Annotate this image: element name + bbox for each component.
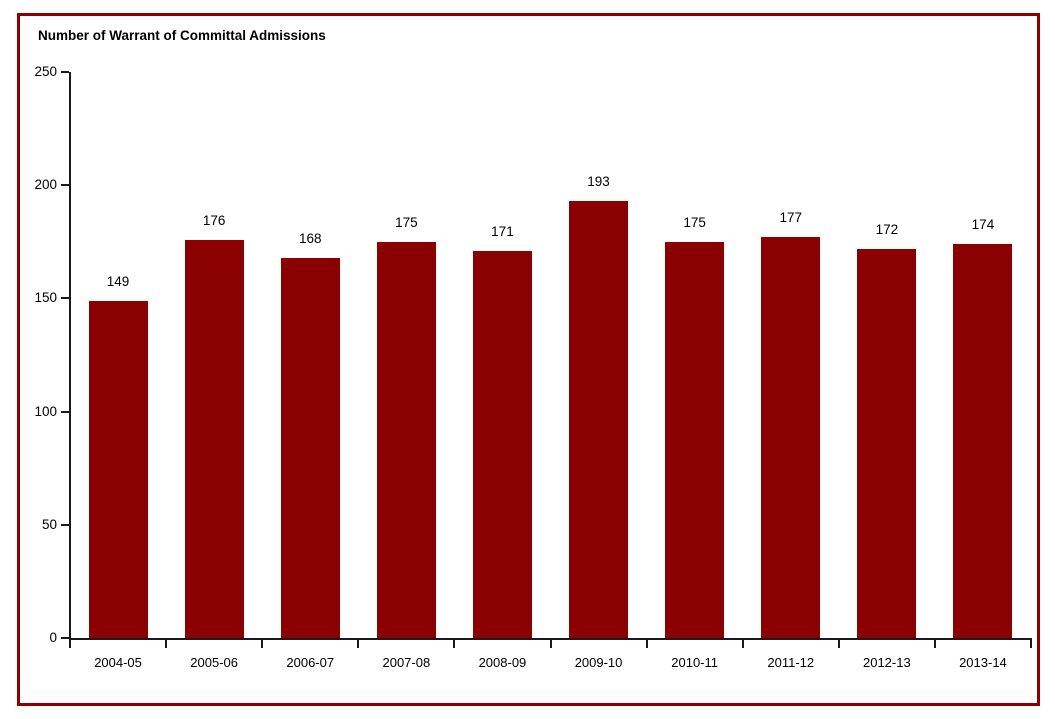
x-axis-tick [741, 640, 744, 648]
x-tick-label: 2012-13 [862, 655, 911, 670]
x-axis-tick [69, 640, 71, 648]
x-tick-label: 2009-10 [574, 655, 623, 670]
y-tick-label: 0 [49, 630, 57, 645]
bar-value-label: 175 [683, 214, 706, 230]
y-tick-label: 200 [34, 177, 57, 193]
x-axis-tick [453, 640, 456, 648]
y-tick-label: 50 [41, 516, 57, 532]
x-tick-label: 2010-11 [671, 655, 719, 670]
bar-2011-12 [761, 237, 821, 638]
y-axis-tick [61, 523, 69, 526]
x-axis-tick [165, 640, 168, 648]
y-axis-tick [61, 297, 69, 300]
y-tick-label: 250 [34, 64, 57, 79]
x-tick-label: 2011-12 [767, 655, 815, 670]
bar-value-label: 172 [875, 221, 899, 237]
bar-value-label: 193 [587, 174, 610, 190]
bar-2010-11 [665, 241, 725, 638]
x-axis-tick [357, 640, 360, 648]
x-axis-tick [837, 640, 840, 648]
y-axis-tick [61, 637, 69, 639]
bar-2007-08 [376, 241, 436, 638]
bar-2013-14 [953, 244, 1013, 638]
y-axis-tick [61, 71, 69, 73]
bar-value-label: 177 [779, 210, 803, 226]
bar-value-label: 171 [491, 223, 514, 239]
y-tick-label: 100 [34, 403, 57, 419]
bar-2008-09 [472, 250, 532, 638]
x-axis-tick [261, 640, 264, 648]
bar-value-label: 168 [298, 230, 322, 246]
bar-2004-05 [88, 300, 148, 638]
y-tick-label: 150 [34, 290, 57, 306]
x-tick-label: 2007-08 [382, 655, 431, 670]
x-tick-label: 2005-06 [190, 655, 238, 670]
x-tick-label: 2004-05 [94, 655, 142, 670]
bar-2012-13 [857, 248, 917, 638]
y-axis-tick [61, 184, 69, 187]
bar-value-label: 149 [106, 273, 130, 289]
chart-title: Number of Warrant of Committal Admission… [38, 28, 326, 43]
bar-value-label: 176 [202, 212, 226, 228]
x-axis-tick [933, 640, 936, 648]
x-axis-tick [1030, 640, 1032, 648]
x-tick-label: 2013-14 [959, 655, 1007, 670]
x-axis [69, 638, 1032, 640]
bar-value-label: 175 [395, 214, 418, 230]
bar-2005-06 [184, 239, 244, 638]
bar-2009-10 [569, 201, 629, 638]
x-axis-tick [645, 640, 648, 648]
x-axis-tick [549, 640, 552, 648]
x-tick-label: 2006-07 [286, 655, 335, 670]
y-axis [69, 72, 71, 640]
x-tick-label: 2008-09 [478, 655, 527, 670]
bar-value-label: 174 [971, 217, 995, 233]
bar-2006-07 [280, 257, 340, 638]
y-axis-tick [61, 410, 69, 413]
